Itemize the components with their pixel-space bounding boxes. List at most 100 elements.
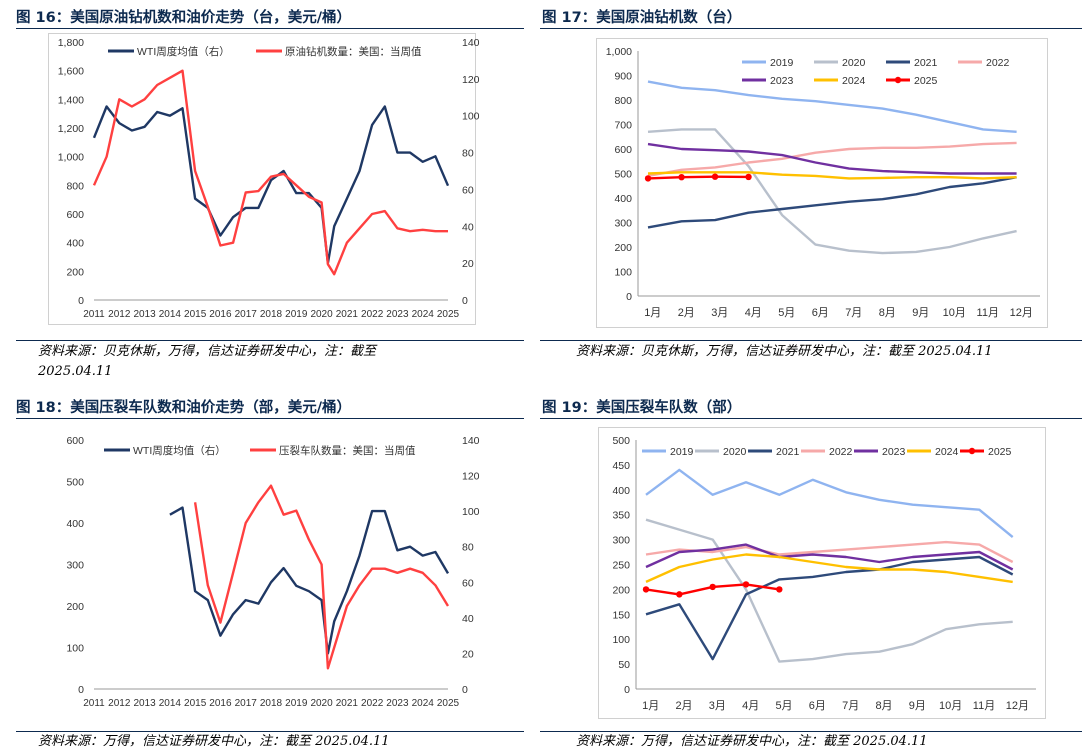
chart17-legend-label: 2019 — [770, 57, 794, 69]
chart16-xtick: 2013 — [133, 309, 156, 320]
chart19-ytick: 250 — [612, 560, 630, 572]
chart19-xtick: 12月 — [1006, 700, 1029, 712]
chart19-point-2025 — [776, 586, 783, 593]
chart17-series-2021-line — [647, 176, 1017, 229]
chart19-legend-label: 2020 — [723, 446, 747, 458]
chart18-ytick-right: 120 — [462, 471, 480, 483]
chart19-xtick: 10月 — [939, 700, 962, 712]
chart16-ytick-left: 1,600 — [58, 66, 84, 78]
chart18-xtick: 2024 — [412, 698, 435, 709]
chart17-series-2019-line — [647, 80, 1017, 133]
chart16-ytick-right: 60 — [462, 184, 474, 196]
chart16-xtick: 2022 — [361, 309, 384, 320]
chart19-ytick: 400 — [612, 485, 630, 497]
chart19-legend-label: 2022 — [829, 446, 853, 458]
chart19-series-2020-line — [645, 518, 1013, 663]
chart19-xtick: 2月 — [675, 700, 692, 712]
chart19-legend-label: 2025 — [988, 446, 1012, 458]
chart16-ytick-right: 0 — [462, 295, 468, 307]
chart19-xtick: 9月 — [909, 700, 926, 712]
chart18-xtick: 2021 — [336, 698, 359, 709]
chart17-xtick: 1月 — [644, 307, 661, 319]
chart19-ytick: 50 — [618, 659, 630, 671]
chart19-point-2025 — [676, 591, 683, 598]
chart18-ytick-right: 60 — [462, 577, 474, 589]
chart18-legend-label: WTI周度均值（右） — [133, 444, 226, 457]
chart16-ytick-right: 120 — [462, 74, 480, 86]
chart16-ytick-left: 1,000 — [58, 152, 84, 164]
chart19-ytick: 200 — [612, 584, 630, 596]
chart16-ytick-right: 80 — [462, 148, 474, 160]
chart17-point-2025 — [745, 173, 752, 181]
chart17-series-2020-line — [647, 128, 1017, 255]
chart17-xtick: 8月 — [879, 307, 896, 319]
chart17-ytick: 1,000 — [606, 46, 632, 58]
chart19-series-2022-line — [645, 540, 1014, 564]
chart16-legend-label: 原油钻机数量：美国：当周值 — [285, 45, 422, 58]
chart18-xtick: 2017 — [235, 698, 258, 709]
chart18-ytick-left: 0 — [78, 684, 84, 696]
chart19-series-2021-line — [645, 555, 1014, 661]
chart16-frame — [48, 33, 476, 325]
panel18-source: 资料来源：万得，信达证券研发中心，注：截至 2025.04.11 — [38, 734, 390, 749]
chart17-xtick: 9月 — [912, 307, 929, 319]
chart19-legend-label: 2024 — [935, 446, 959, 458]
panel16-source-rule — [16, 340, 524, 341]
chart19-series-2019-line — [645, 468, 1014, 539]
chart16-ytick-left: 1,800 — [58, 37, 84, 49]
chart19-point-2025 — [742, 581, 750, 588]
chart17-xtick: 2月 — [678, 307, 695, 319]
panel17-title-rule — [540, 28, 1082, 30]
chart17-xtick: 6月 — [812, 307, 829, 319]
chart18-xtick: 2018 — [260, 698, 283, 709]
panel19-source-rule — [540, 731, 1082, 732]
chart19-ytick: 100 — [612, 634, 630, 646]
panel18-title-rule — [16, 418, 524, 420]
panel17-source-rule — [540, 340, 1082, 341]
chart16-ytick-right: 140 — [462, 37, 480, 49]
chart18-series-1-line — [193, 484, 450, 670]
chart19-ytick: 500 — [612, 435, 630, 447]
chart17-legend-label: 2020 — [842, 57, 866, 69]
chart19-series-2023-line — [645, 543, 1014, 571]
chart18-xtick: 2015 — [184, 698, 207, 709]
chart16-series-0-line — [92, 105, 450, 265]
chart17-ytick: 700 — [614, 120, 632, 132]
chart17-point-2025 — [644, 175, 652, 182]
chart19-xtick: 5月 — [775, 700, 792, 712]
chart18-ytick-right: 80 — [462, 542, 474, 554]
chart19-xtick: 1月 — [642, 700, 659, 712]
chart17-xtick: 10月 — [943, 307, 966, 319]
chart19-ytick: 450 — [612, 460, 630, 472]
chart17-xtick: 3月 — [711, 307, 728, 319]
chart18-xtick: 2023 — [386, 698, 409, 709]
chart17-ytick: 400 — [614, 193, 632, 205]
chart18-xtick: 2025 — [437, 698, 460, 709]
chart16-xtick: 2018 — [260, 309, 283, 320]
chart19-xtick: 6月 — [809, 700, 826, 712]
chart18-ytick-right: 0 — [462, 684, 468, 696]
chart18-ytick-left: 200 — [66, 601, 84, 613]
chart19-xtick: 4月 — [742, 700, 759, 712]
chart19-ytick: 150 — [612, 609, 630, 621]
chart18-xtick: 2011 — [83, 698, 105, 709]
chart16-ytick-left: 400 — [66, 238, 84, 250]
chart17-ytick: 0 — [626, 291, 632, 303]
chart17-point-2025 — [711, 173, 719, 180]
chart19-ytick: 0 — [624, 684, 630, 696]
panel19-source: 资料来源：万得，信达证券研发中心，注：截至 2025.04.11 — [576, 734, 928, 749]
panel19-title-rule — [540, 418, 1082, 420]
chart16-ytick-left: 200 — [66, 266, 84, 278]
chart17-series-2022-line — [647, 141, 1017, 178]
chart18-ytick-right: 40 — [462, 613, 474, 625]
chart17-ytick: 900 — [614, 71, 632, 83]
chart16-ytick-left: 0 — [78, 295, 84, 307]
chart16-ytick-right: 20 — [462, 258, 474, 270]
chart17-series-2025-line — [647, 175, 749, 180]
chart16-xtick: 2017 — [235, 309, 258, 320]
chart17-xtick: 4月 — [745, 307, 762, 319]
panel18-title: 图 18：美国压裂车队数和油价走势（部，美元/桶） — [16, 400, 352, 416]
chart16-svg: 02004006008001,0001,2001,4001,6001,80002… — [58, 37, 480, 320]
chart16-ytick-left: 800 — [66, 180, 84, 192]
panel19-title: 图 19：美国压裂车队数（部） — [542, 400, 742, 416]
